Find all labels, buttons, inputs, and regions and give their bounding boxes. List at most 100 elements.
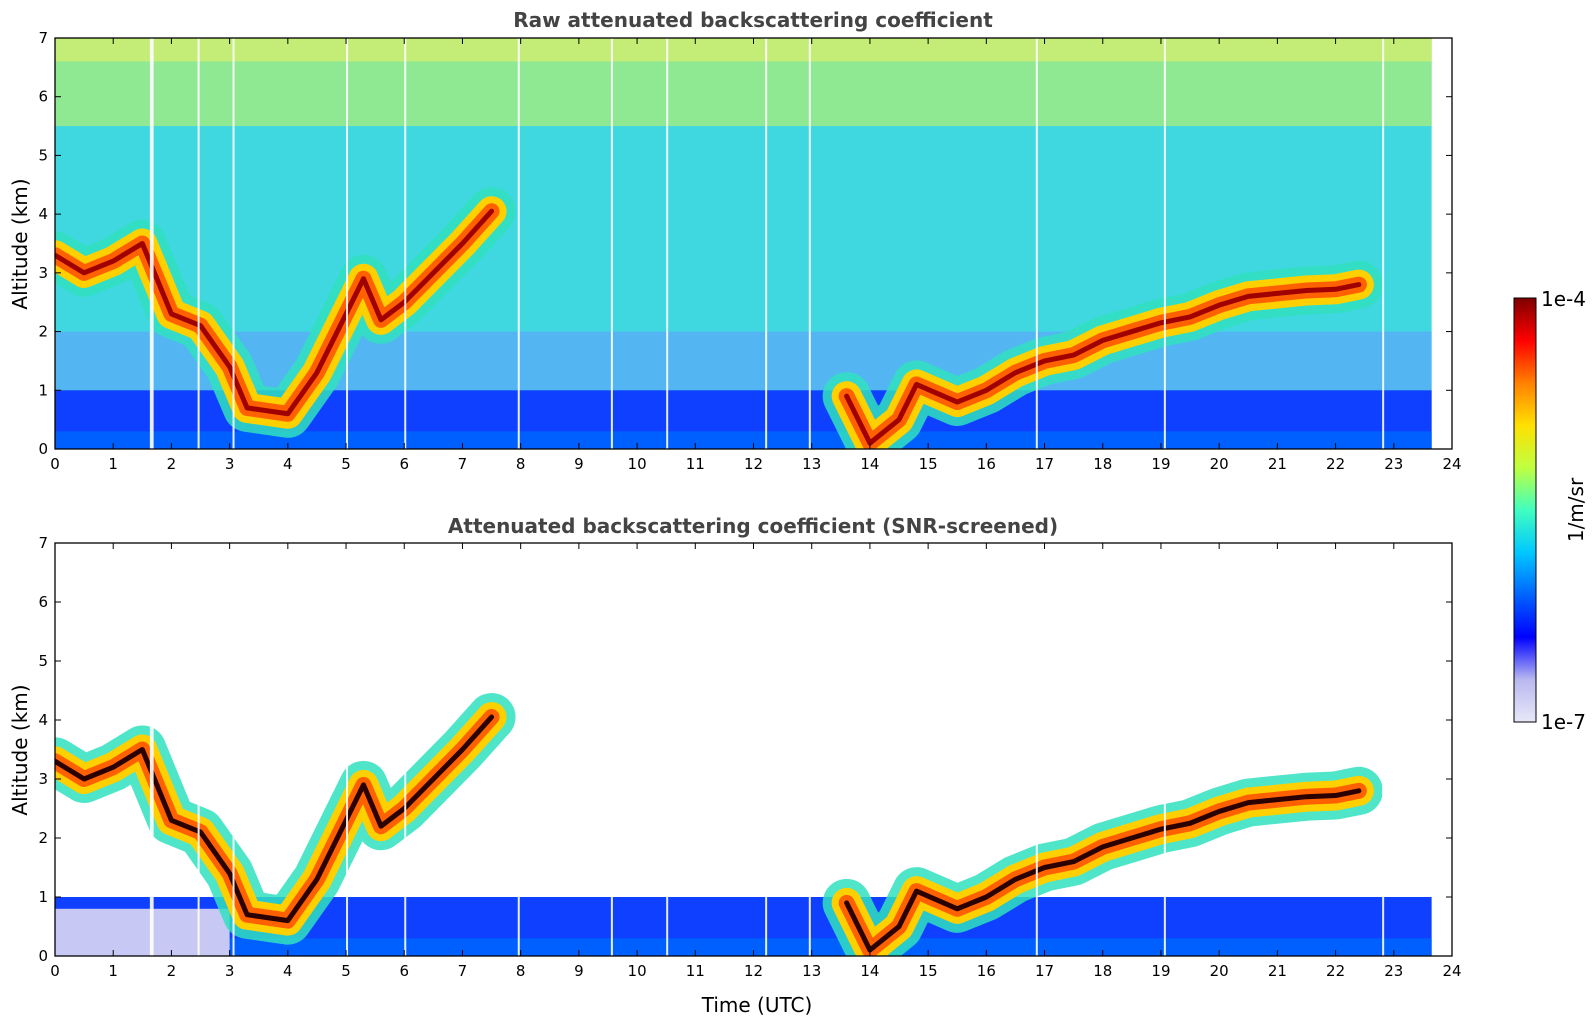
x-tick-label: 9 (574, 962, 584, 980)
missing-data-streak (404, 38, 407, 449)
x-tick-label: 0 (50, 455, 60, 473)
missing-data-streak (1163, 543, 1166, 956)
x-tick-label: 21 (1268, 962, 1287, 980)
x-tick-label: 1 (108, 962, 118, 980)
missing-data-streak (1382, 38, 1385, 449)
x-tick-label: 23 (1384, 455, 1403, 473)
boundary-layer-base (55, 938, 1432, 956)
x-tick-label: 19 (1151, 455, 1170, 473)
y-tick-label: 5 (38, 652, 48, 670)
y-tick-label: 7 (38, 534, 48, 552)
x-tick-label: 2 (167, 962, 177, 980)
panel-raw-y-axis: 0 1 2 3 4 5 6 7 (38, 29, 1452, 458)
x-tick-label: 14 (860, 455, 879, 473)
x-tick-label: 13 (802, 962, 821, 980)
missing-data-streak (1163, 38, 1166, 449)
y-tick-label: 2 (38, 829, 48, 847)
x-tick-label: 16 (977, 455, 996, 473)
x-tick-label: 24 (1442, 962, 1461, 980)
x-tick-label: 19 (1151, 962, 1170, 980)
missing-data-streak (346, 543, 349, 956)
x-tick-label: 14 (860, 962, 879, 980)
missing-data-streak (1382, 543, 1385, 956)
x-tick-label: 18 (1093, 455, 1112, 473)
x-tick-label: 17 (1035, 962, 1054, 980)
panel-raw-x-axis: 0 1 2 3 4 5 6 7 8 9 10 11 12 13 14 15 16 17 18 19 20 21 22 23 24 (50, 38, 1462, 473)
x-tick-label: 21 (1268, 455, 1287, 473)
x-tick-label: 2 (167, 455, 177, 473)
x-tick-label: 10 (628, 455, 647, 473)
missing-data-streak (151, 543, 154, 956)
panel-screened-layers (55, 543, 1385, 956)
panel-screened-ylabel: Altitude (km) (8, 684, 32, 815)
x-tick-label: 8 (516, 455, 526, 473)
y-tick-label: 6 (38, 593, 48, 611)
x-tick-label: 1 (108, 455, 118, 473)
x-tick-label: 22 (1326, 455, 1345, 473)
missing-data-streak (517, 38, 520, 449)
x-tick-label: 15 (919, 962, 938, 980)
panel-raw-layers (55, 38, 1385, 449)
y-tick-label: 3 (38, 264, 48, 282)
x-tick-label: 4 (283, 962, 293, 980)
missing-data-streak (151, 38, 154, 449)
x-tick-label: 11 (686, 962, 705, 980)
x-tick-label: 7 (458, 962, 468, 980)
panel-raw: Raw attenuated backscattering coefficien… (8, 8, 1462, 473)
y-tick-label: 1 (38, 381, 48, 399)
panel-screened-x-axis: 0 1 2 3 4 5 6 7 8 9 10 11 12 13 14 15 16 17 18 19 20 21 22 23 24 (50, 543, 1462, 980)
x-tick-label: 13 (802, 455, 821, 473)
x-tick-label: 8 (516, 962, 526, 980)
missing-data-streak (197, 38, 200, 449)
missing-data-streak (765, 38, 768, 449)
missing-data-streak (808, 38, 811, 449)
x-tick-label: 11 (686, 455, 705, 473)
missing-data-streak (149, 543, 152, 956)
y-tick-label: 2 (38, 323, 48, 341)
layer-peak-0 (55, 714, 495, 924)
x-tick-label: 10 (628, 962, 647, 980)
panel-screened: Attenuated backscattering coefficient (S… (8, 514, 1462, 1017)
missing-data-streak (610, 38, 613, 449)
x-tick-label: 12 (744, 962, 763, 980)
y-tick-label: 0 (38, 440, 48, 458)
x-tick-label: 17 (1035, 455, 1054, 473)
missing-data-streak (149, 38, 152, 449)
x-tick-label: 3 (225, 455, 235, 473)
missing-data-streak (1035, 543, 1038, 956)
x-tick-label: 9 (574, 455, 584, 473)
x-tick-label: 20 (1210, 962, 1229, 980)
x-tick-label: 6 (399, 962, 409, 980)
layer-peak-1 (844, 788, 1362, 953)
panel-raw-ylabel: Altitude (km) (8, 178, 32, 309)
x-tick-label: 12 (744, 455, 763, 473)
missing-data-streak (517, 543, 520, 956)
x-tick-label: 5 (341, 455, 351, 473)
panel-raw-title: Raw attenuated backscattering coefficien… (513, 8, 993, 32)
layer-peak-0 (55, 208, 495, 417)
missing-data-streak (666, 543, 669, 956)
x-tick-label: 4 (283, 455, 293, 473)
y-tick-label: 6 (38, 88, 48, 106)
missing-data-streak (346, 38, 349, 449)
y-tick-label: 4 (38, 711, 48, 729)
y-tick-label: 1 (38, 888, 48, 906)
missing-data-streak (232, 38, 235, 449)
panel-screened-xlabel: Time (UTC) (701, 993, 813, 1017)
colorbar: 1e-4 1e-7 1/m/sr (1513, 287, 1588, 734)
panel-screened-title: Attenuated backscattering coefficient (S… (448, 514, 1058, 538)
x-tick-label: 5 (341, 962, 351, 980)
missing-data-streak (808, 543, 811, 956)
x-tick-label: 7 (458, 455, 468, 473)
panel-raw-plot-area (55, 38, 1432, 449)
x-tick-label: 18 (1093, 962, 1112, 980)
y-tick-label: 4 (38, 205, 48, 223)
x-tick-label: 6 (399, 455, 409, 473)
colorbar-min-label: 1e-7 (1541, 710, 1586, 734)
weak-signal-band (55, 908, 230, 956)
x-tick-label: 23 (1384, 962, 1403, 980)
colorbar-gradient (1513, 297, 1537, 723)
missing-data-streak (1035, 38, 1038, 449)
x-tick-label: 20 (1210, 455, 1229, 473)
